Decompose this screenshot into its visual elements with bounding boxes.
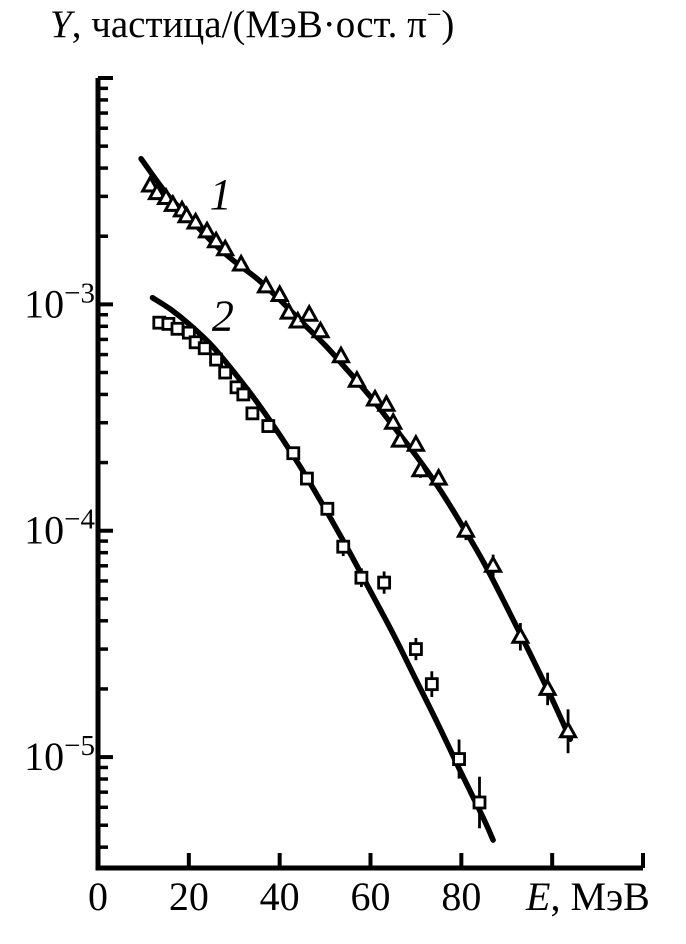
square-marker	[320, 501, 335, 516]
x-tick-label-80: 80	[441, 874, 481, 919]
y-axis-title-text: , частица/(МэВ·ост. π	[71, 3, 427, 46]
triangle-marker	[558, 720, 579, 739]
triangle-marker	[346, 369, 367, 388]
triangle-marker	[196, 220, 218, 239]
triangle-marker	[383, 411, 404, 430]
chart-title: Y, частица/(МэВ·ост. π−)	[50, 2, 454, 47]
triangle-marker	[146, 182, 168, 201]
axes	[95, 78, 643, 871]
triangle-marker	[162, 193, 183, 212]
triangle-marker	[389, 429, 411, 448]
y-tick-label: 10−5	[24, 730, 95, 779]
y-axis-title-close: )	[441, 3, 455, 46]
square-marker	[245, 406, 260, 421]
square-marker	[424, 677, 439, 692]
triangle-marker	[455, 519, 476, 538]
triangle-marker	[376, 393, 397, 412]
triangle-marker	[410, 459, 431, 478]
square-marker	[209, 352, 223, 367]
square-marker	[409, 642, 423, 656]
triangle-marker	[231, 253, 252, 272]
square-marker	[300, 471, 314, 486]
square-marker	[472, 795, 487, 810]
series-label-2: 2	[212, 292, 234, 341]
triangle-marker	[330, 345, 352, 364]
square-marker	[197, 341, 212, 356]
square-marker	[261, 419, 276, 433]
square-marker	[354, 570, 369, 585]
triangle-marker	[537, 677, 558, 696]
square-marker	[218, 365, 233, 380]
triangle-marker	[405, 433, 426, 452]
square-marker	[170, 321, 185, 336]
triangle-marker	[510, 625, 531, 644]
triangle-marker	[483, 554, 504, 573]
y-axis-title-superscript: −	[426, 0, 442, 29]
y-axis-quantity-symbol: Y	[50, 3, 72, 46]
square-marker	[452, 752, 466, 766]
triangle-marker	[299, 303, 320, 322]
triangle-marker	[185, 211, 206, 230]
triangle-marker	[310, 320, 331, 339]
series-label-1: 1	[210, 170, 232, 219]
square-marker	[377, 575, 392, 590]
x-tick-label-40: 40	[260, 874, 300, 919]
y-tick-label: 10−3	[24, 277, 95, 326]
x-axis-unit-label: E, МэВ	[525, 874, 650, 919]
triangle-marker	[278, 301, 299, 320]
square-marker	[336, 539, 351, 554]
fit-curve-2	[149, 294, 496, 843]
fit-curve-1	[138, 155, 574, 742]
triangle-marker	[206, 230, 227, 249]
triangle-marker	[215, 238, 236, 257]
x-tick-label-60: 60	[351, 874, 391, 919]
square-marker	[286, 446, 301, 461]
triangle-marker	[364, 388, 386, 407]
triangle-marker	[269, 283, 290, 302]
square-marker	[236, 387, 251, 402]
triangle-marker	[176, 205, 197, 224]
triangle-marker	[255, 275, 277, 294]
y-tick-label: 10−4	[24, 504, 95, 553]
x-tick-label-20: 20	[169, 874, 209, 919]
triangle-marker	[428, 467, 449, 486]
x-tick-label-0: 0	[88, 874, 108, 919]
